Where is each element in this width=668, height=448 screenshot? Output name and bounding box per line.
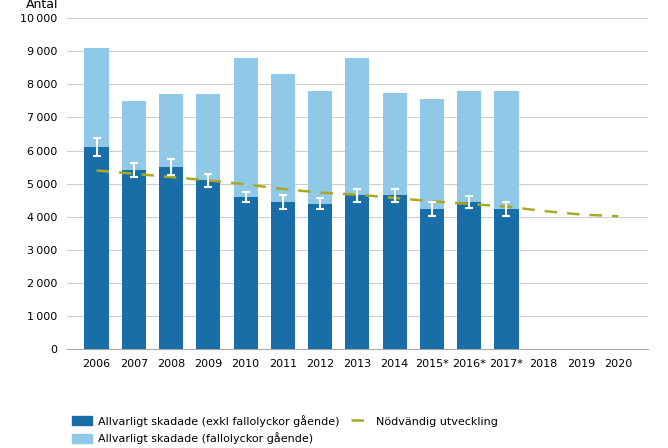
Bar <box>84 48 109 147</box>
Bar <box>196 181 220 349</box>
Bar <box>122 101 146 170</box>
Bar <box>159 94 183 167</box>
Bar <box>345 195 369 349</box>
Bar <box>383 92 407 195</box>
Bar <box>420 99 444 208</box>
Bar <box>234 58 258 197</box>
Text: Antal: Antal <box>26 0 59 11</box>
Bar <box>122 170 146 349</box>
Bar <box>308 91 332 203</box>
Bar <box>494 91 518 208</box>
Bar <box>196 94 220 181</box>
Bar <box>308 203 332 349</box>
Bar <box>457 202 481 349</box>
Bar <box>159 167 183 349</box>
Bar <box>345 58 369 195</box>
Legend: Allvarligt skadade (exkl fallolyckor gående), Allvarligt skadade (fallolyckor gå: Allvarligt skadade (exkl fallolyckor gåe… <box>72 415 498 444</box>
Bar <box>271 202 295 349</box>
Bar <box>271 74 295 202</box>
Bar <box>84 147 109 349</box>
Bar <box>383 195 407 349</box>
Bar <box>494 208 518 349</box>
Bar <box>457 91 481 202</box>
Bar <box>420 208 444 349</box>
Bar <box>234 197 258 349</box>
